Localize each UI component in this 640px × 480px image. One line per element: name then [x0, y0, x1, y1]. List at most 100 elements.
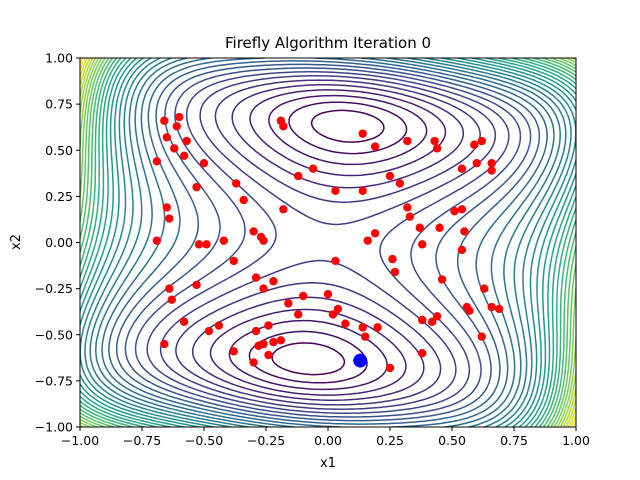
firefly-point [432, 144, 442, 153]
firefly-point [167, 295, 176, 304]
firefly-point [214, 321, 224, 330]
firefly-point [370, 142, 380, 151]
firefly-point [487, 302, 496, 312]
x-tick-label: −0.75 [123, 433, 161, 448]
firefly-point [432, 312, 442, 321]
firefly-point [239, 195, 248, 205]
firefly-point [487, 158, 496, 168]
firefly-point [251, 326, 261, 336]
x-axis-label: x1 [320, 456, 336, 471]
firefly-point [470, 140, 479, 149]
firefly-point [480, 284, 489, 293]
x-tick-label: −1.00 [61, 433, 99, 448]
firefly-point [333, 304, 343, 314]
firefly-point [182, 136, 191, 146]
contour-level [80, 58, 576, 427]
firefly-point [229, 256, 238, 266]
firefly-point [437, 275, 447, 284]
best-firefly-point [353, 353, 368, 368]
y-axis-label: x2 [9, 234, 24, 250]
x-tick-label: 1.00 [562, 433, 590, 448]
contour-level [84, 58, 572, 427]
contour-level [80, 58, 576, 427]
x-tick-label: 0.00 [314, 433, 342, 448]
contour-level [80, 58, 576, 427]
firefly-point [249, 227, 258, 236]
x-tick-label: 0.25 [376, 433, 404, 448]
firefly-point [179, 151, 189, 160]
firefly-point [199, 158, 209, 168]
firefly-point [323, 289, 333, 299]
contour-level [80, 58, 576, 427]
y-tick-label: −1.00 [35, 420, 73, 435]
firefly-point [264, 321, 273, 330]
firefly-point [415, 223, 424, 232]
firefly-point [194, 240, 204, 249]
contour-level [228, 94, 428, 391]
firefly-point [494, 304, 504, 314]
x-tick-label: −0.25 [247, 433, 285, 448]
firefly-point [279, 205, 288, 214]
contour-level [108, 58, 548, 427]
firefly-point [487, 166, 496, 175]
firefly-point [477, 136, 486, 146]
contour-level [209, 89, 447, 396]
y-tick-label: −0.50 [35, 327, 73, 342]
firefly-point [162, 133, 171, 142]
firefly-point [370, 229, 380, 238]
firefly-point [162, 203, 171, 212]
firefly-point [192, 280, 201, 290]
firefly-point [264, 350, 273, 360]
contour-level [271, 109, 385, 376]
firefly-point [418, 315, 427, 325]
firefly-point [192, 182, 201, 192]
firefly-point [418, 240, 427, 249]
y-tick-label: −0.75 [35, 373, 73, 388]
contour-level [80, 58, 576, 427]
contour-level [80, 58, 576, 427]
firefly-point [299, 291, 308, 301]
y-axis-ticks: −1.00 −0.75 −0.50 −0.25 0.00 0.25 0.50 0.75 1.00 [35, 51, 80, 435]
contour-level [80, 58, 576, 427]
y-tick-label: −0.25 [35, 281, 73, 296]
firefly-point [385, 363, 395, 373]
firefly-point [358, 129, 367, 138]
firefly-point [388, 254, 397, 264]
scatter-points [152, 112, 504, 373]
firefly-point [269, 277, 278, 286]
firefly-point [172, 122, 181, 131]
firefly-point [204, 326, 214, 336]
y-tick-label: 0.75 [45, 97, 73, 112]
firefly-point [358, 323, 367, 332]
firefly-point [165, 284, 174, 293]
contour-level [80, 58, 576, 427]
firefly-point [249, 358, 258, 367]
firefly-point [232, 179, 241, 188]
firefly-point [405, 212, 415, 221]
firefly-point [219, 236, 229, 245]
x-tick-label: −0.50 [185, 433, 223, 448]
contour-level [95, 58, 561, 427]
firefly-point [373, 323, 382, 332]
contour-level [159, 75, 497, 410]
firefly-point [331, 186, 340, 196]
firefly-point [294, 310, 303, 319]
firefly-point [385, 171, 395, 181]
firefly-point [457, 205, 467, 214]
contour-level [89, 58, 567, 427]
firefly-point [390, 267, 400, 277]
firefly-point [165, 214, 174, 223]
firefly-point [175, 112, 184, 122]
firefly-point [152, 157, 162, 166]
firefly-point [472, 158, 481, 168]
x-tick-label: 0.75 [500, 433, 528, 448]
firefly-point [284, 299, 293, 308]
contour-level [134, 67, 522, 418]
x-axis-ticks: −1.00 −0.75 −0.50 −0.25 0.00 0.25 0.50 0.75 1.00 [61, 427, 590, 448]
firefly-point [294, 171, 303, 181]
y-tick-label: 0.50 [45, 143, 73, 158]
firefly-point [418, 349, 427, 358]
firefly-point [308, 164, 318, 173]
firefly-point [276, 336, 286, 345]
